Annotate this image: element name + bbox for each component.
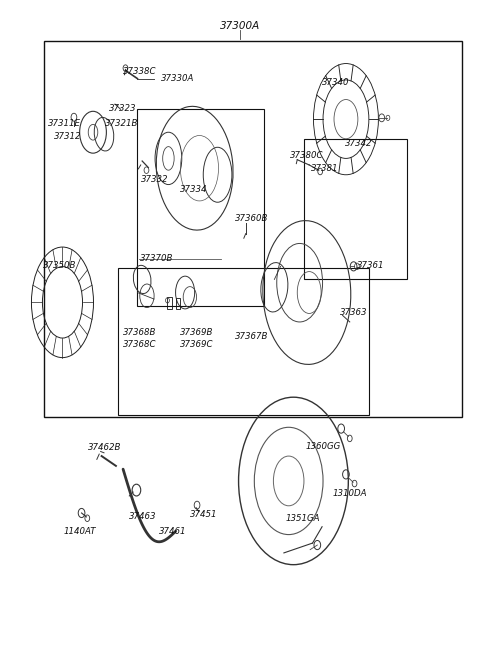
Text: 37323: 37323 [109,104,136,113]
Bar [176,298,180,309]
Text: 37338C: 37338C [123,67,156,76]
Text: 37462B: 37462B [88,443,121,452]
Text: 37368B: 37368B [123,328,156,337]
Text: 1360GG: 1360GG [306,442,341,451]
Text: 37367B: 37367B [235,332,269,341]
Text: 37380C: 37380C [290,151,324,160]
Bar [118,267,369,415]
Text: 1310DA: 1310DA [333,489,368,498]
Text: 37321B: 37321B [106,118,139,127]
Text: 37369C: 37369C [180,340,214,349]
Text: 37340: 37340 [322,78,349,87]
Text: 37370B: 37370B [140,254,173,263]
Bar [137,109,264,306]
Text: 37342: 37342 [345,139,372,148]
Text: 37381: 37381 [311,164,338,173]
Bar [44,41,462,417]
Text: 37461: 37461 [159,527,186,536]
Text: 37368C: 37368C [123,340,156,349]
Text: 37363: 37363 [340,308,368,317]
Text: 37311E: 37311E [48,118,81,127]
Bar [168,297,172,309]
Bar [304,139,407,279]
Text: 37360B: 37360B [235,214,269,223]
Text: 1140AT: 1140AT [63,527,96,536]
Text: 37369B: 37369B [180,328,214,337]
Text: 1351GA: 1351GA [285,514,320,523]
Text: 37312: 37312 [54,132,82,141]
Text: 37330A: 37330A [161,74,194,83]
Text: 37300A: 37300A [220,21,260,32]
Text: 37332: 37332 [141,175,168,184]
Text: 37451: 37451 [190,510,217,520]
Text: 37334: 37334 [180,185,208,194]
Text: 37361: 37361 [357,261,384,269]
Text: 37350B: 37350B [43,261,77,270]
Text: 37463: 37463 [129,512,157,522]
